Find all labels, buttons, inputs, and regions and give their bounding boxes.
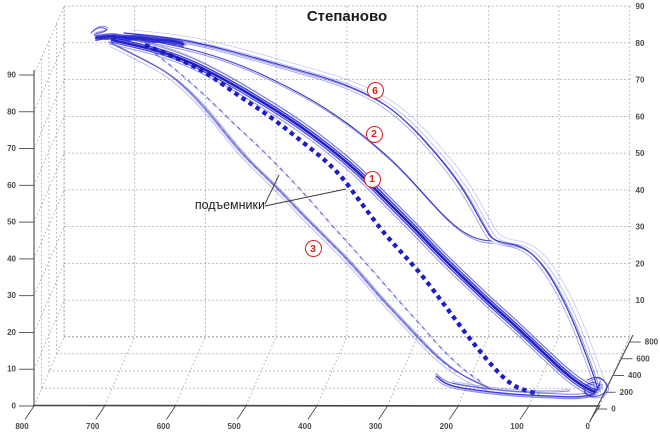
z-tick-label-left: 60	[7, 181, 16, 190]
z-tick-label-left: 90	[7, 70, 16, 79]
z-tick-label-right: 60	[636, 112, 645, 121]
plot-title: Степаново	[306, 8, 388, 25]
grid-leftwall-z-line	[33, 263, 65, 333]
z-tick-label-right: 40	[636, 186, 645, 195]
z-tick-label-right: 10	[636, 296, 645, 305]
z-tick-label-right: 90	[636, 2, 645, 11]
inner-return	[451, 382, 571, 393]
y-tick-label: 400	[628, 371, 642, 380]
grid-floor-x-line	[104, 336, 136, 406]
grid-leftwall-z-line	[33, 300, 65, 370]
z-tick-label-left: 40	[7, 254, 16, 263]
route-6	[126, 34, 601, 393]
x-tick-label: 600	[157, 422, 171, 431]
route-6	[131, 29, 607, 388]
x-tick-label: 300	[369, 422, 383, 431]
lifts-leader-line	[264, 174, 280, 205]
z-tick-label-right: 70	[636, 76, 645, 85]
x-tick-label: 400	[298, 422, 312, 431]
route-3	[109, 46, 488, 391]
route-1-main	[109, 41, 595, 395]
x-tick-label: 100	[510, 422, 524, 431]
z-tick-label-left: 0	[12, 402, 17, 411]
peak-core	[95, 33, 184, 43]
grid-floor-x-line	[316, 336, 348, 406]
x-tick	[307, 405, 318, 420]
route-3	[112, 43, 492, 390]
slope-marker-2: 2	[365, 125, 383, 143]
grid-leftwall-z-line	[33, 226, 65, 296]
z-tick-label-left: 70	[7, 144, 16, 153]
route-6	[121, 35, 597, 393]
x-tick	[448, 405, 459, 420]
y-tick-label: 0	[611, 405, 616, 414]
grid-leftwall-z-line	[33, 79, 65, 149]
route-1-main	[114, 35, 599, 389]
lifts-label: подъемники	[194, 198, 265, 212]
grid-floor-x-line	[387, 336, 418, 406]
x-tick	[519, 405, 530, 420]
right-knot	[583, 376, 608, 397]
z-tick-label-right: 30	[636, 223, 645, 232]
slope-marker-6: 6	[366, 82, 384, 99]
y-tick-label: 600	[636, 354, 650, 363]
route-6	[123, 32, 599, 391]
x-tick	[95, 405, 106, 420]
route-3-dashed	[216, 122, 457, 374]
z-tick-label-left: 50	[7, 218, 16, 227]
route-1-main	[112, 33, 596, 387]
x-tick-label: 700	[86, 422, 100, 431]
z-tick-label-right: 50	[636, 149, 645, 158]
grid-floor-x-line	[457, 336, 489, 406]
grid-leftwall-z-line	[33, 336, 65, 407]
route-1-main	[108, 43, 593, 397]
x-tick	[166, 405, 176, 420]
slope-marker-1: 1	[363, 170, 381, 188]
route-2	[122, 35, 492, 242]
grid-leftwall-z-line	[33, 116, 65, 186]
grid-floor-x-line	[175, 336, 206, 406]
grid-leftwall-z-line	[33, 189, 65, 260]
x-tick-label: 200	[440, 422, 454, 431]
grid-frontright-edge	[599, 336, 631, 407]
grid-floor-x-line	[245, 336, 277, 406]
y-axis-line	[589, 334, 634, 423]
inner-return	[451, 381, 571, 391]
x-tick	[590, 405, 601, 420]
z-tick-label-left: 80	[7, 107, 16, 116]
route-6	[128, 32, 604, 391]
z-tick-label-left: 30	[7, 291, 16, 300]
z-tick-label-left: 10	[7, 365, 16, 374]
x-tick-label: 500	[227, 422, 241, 431]
z-tick-label-right: 80	[636, 39, 645, 48]
x-tick-label: 800	[15, 422, 29, 431]
right-knot	[585, 378, 609, 399]
y-tick-label: 800	[645, 338, 659, 347]
route-1-main	[112, 37, 598, 391]
lift-1	[144, 43, 540, 397]
route-3	[115, 45, 494, 391]
x-tick	[236, 405, 247, 420]
route-2	[124, 38, 493, 244]
x-tick-label: 0	[585, 422, 590, 431]
y-tick-label: 200	[620, 388, 634, 397]
grid-leftwall-z-line	[33, 5, 65, 76]
bottom-return	[435, 375, 601, 398]
slope-marker-3: 3	[304, 240, 322, 257]
lifts-leader-line	[264, 188, 347, 207]
z-tick-label-left: 20	[7, 328, 16, 337]
grid-leftwall-z-line	[33, 42, 65, 112]
route-1-main	[110, 38, 597, 394]
bottom-return	[434, 377, 600, 400]
x-tick	[24, 405, 35, 420]
x-axis-line	[32, 404, 600, 407]
z-tick-label-right: 20	[636, 259, 645, 268]
x-tick	[378, 405, 388, 420]
grid-leftwall-z-line	[33, 152, 65, 223]
